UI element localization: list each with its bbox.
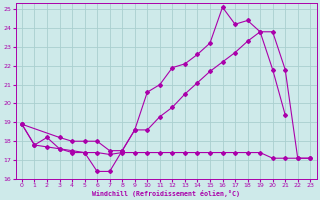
X-axis label: Windchill (Refroidissement éolien,°C): Windchill (Refroidissement éolien,°C)	[92, 190, 240, 197]
